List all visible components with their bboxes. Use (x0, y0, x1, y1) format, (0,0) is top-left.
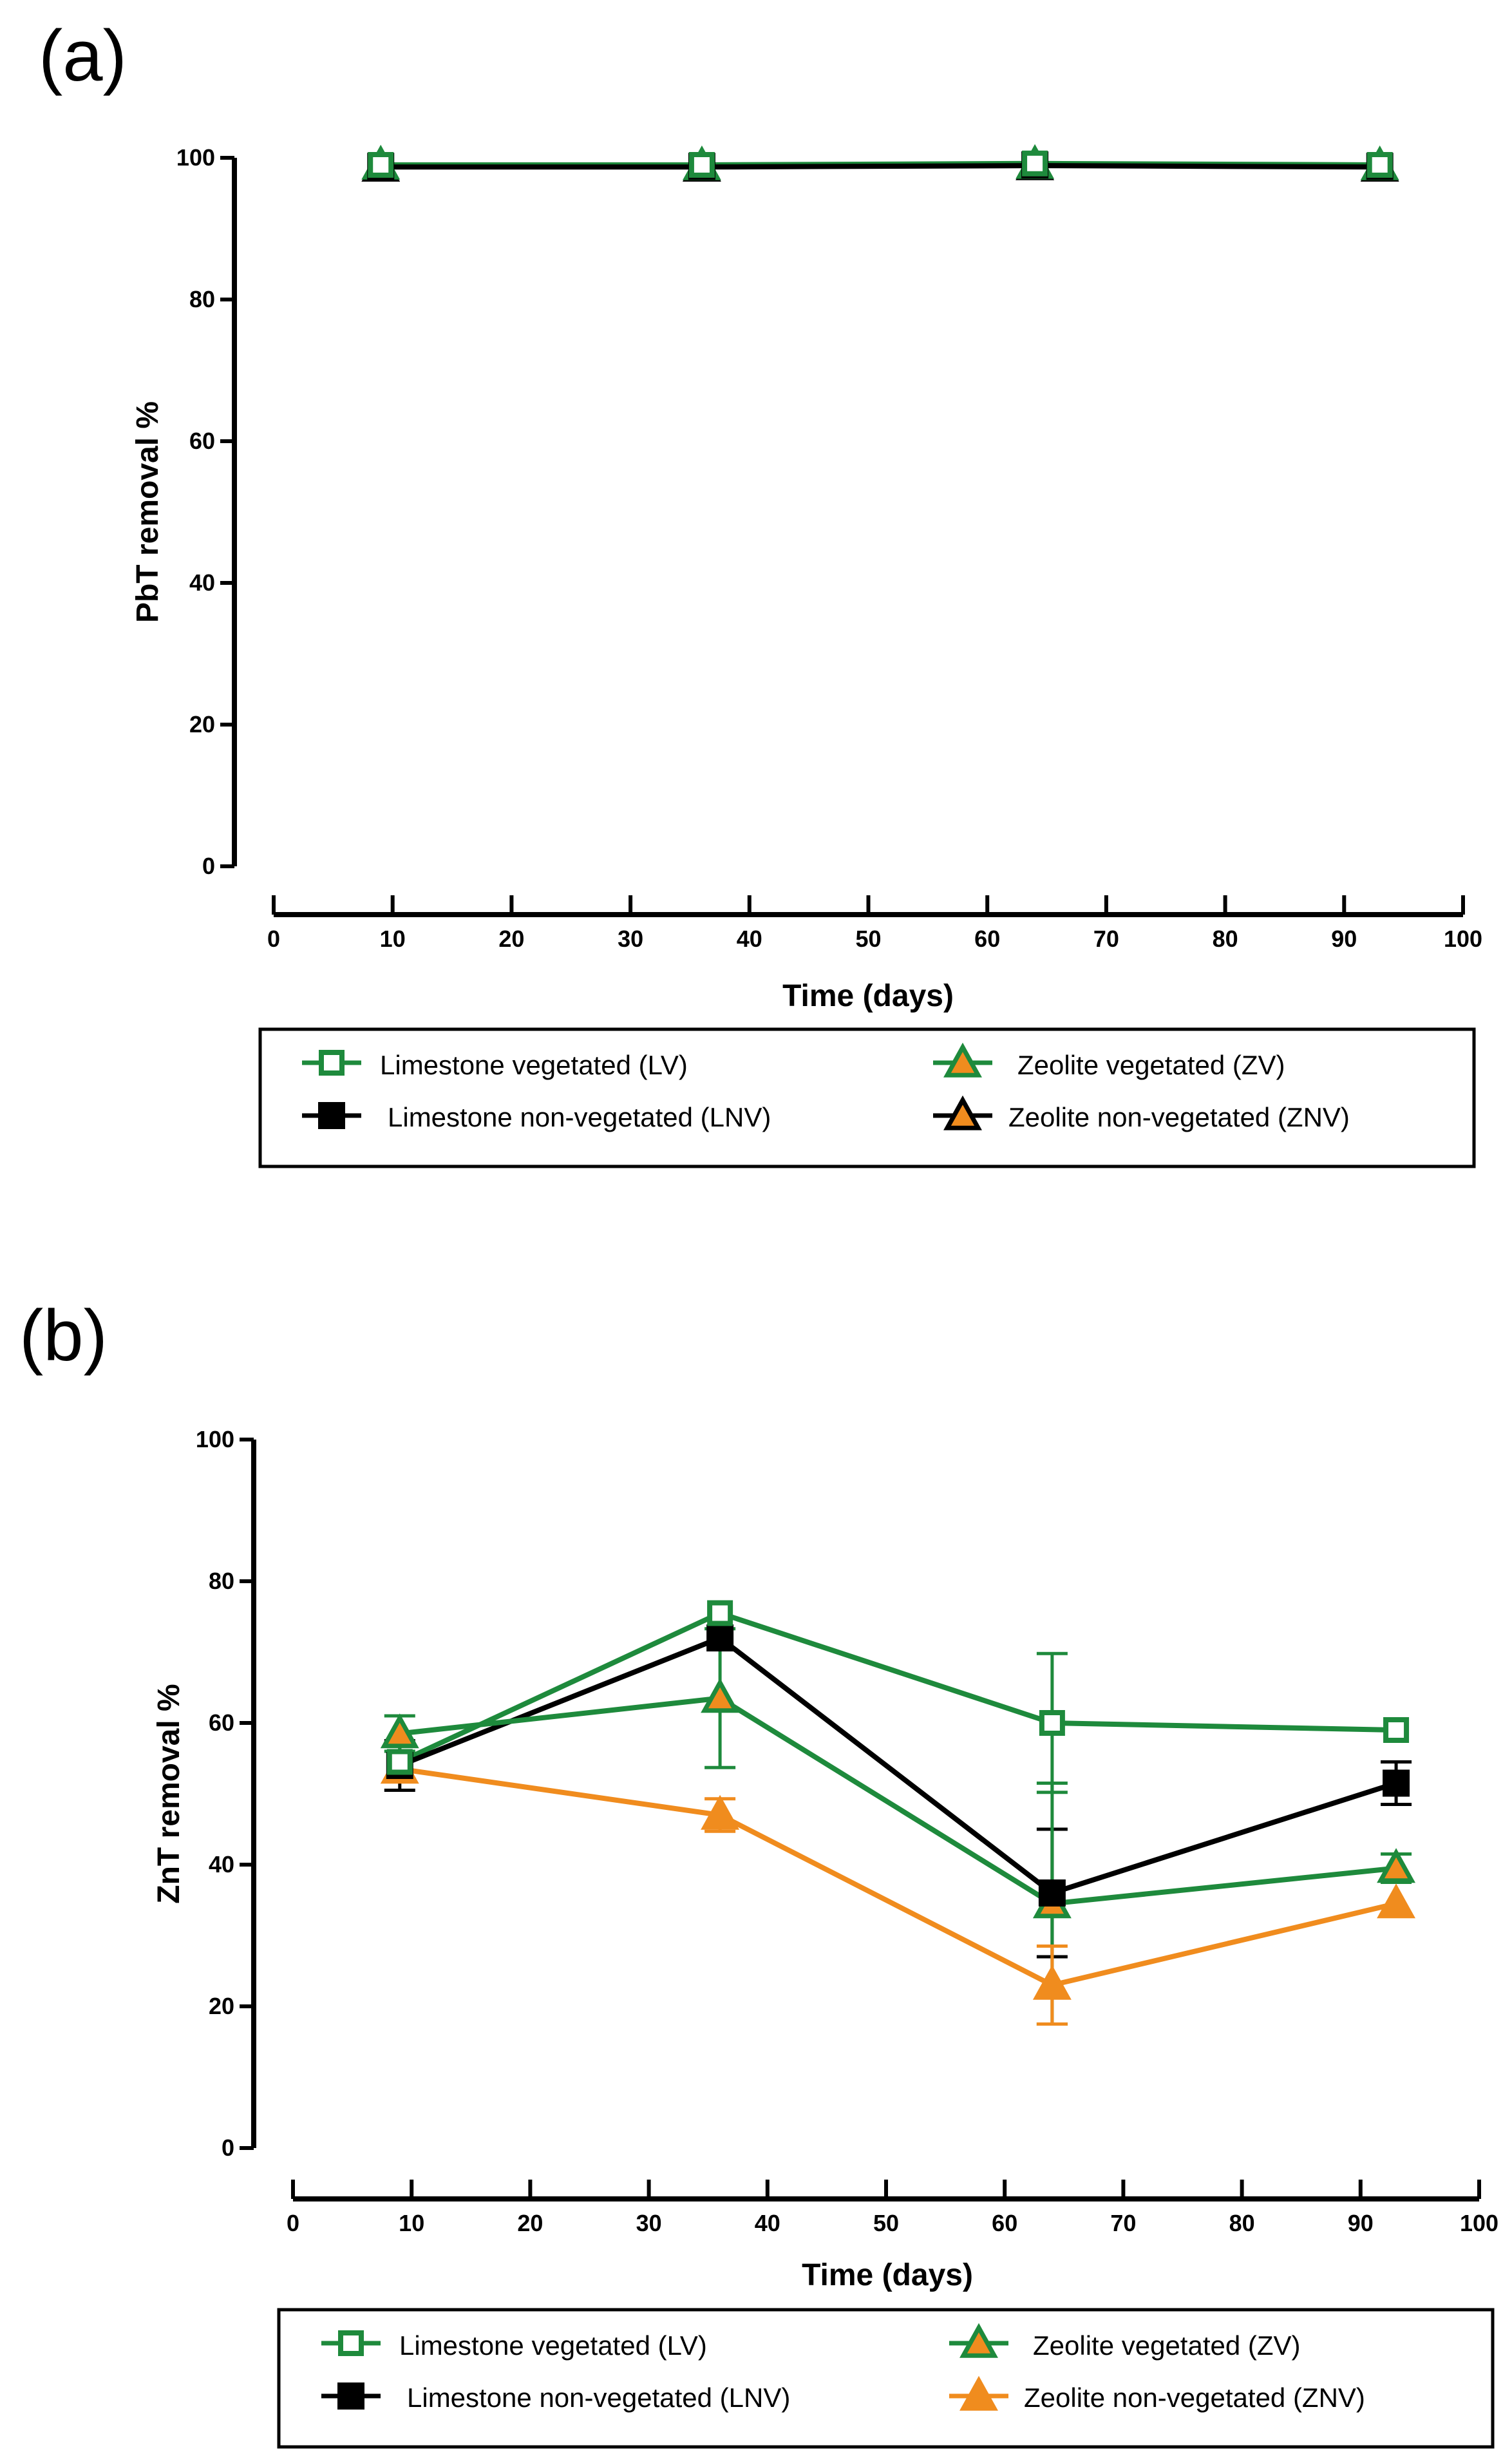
panel-label-b: (b) (19, 1295, 108, 1376)
chart-b-y-axis-title: ZnT removal % (152, 1684, 186, 1903)
chart-a-point-lv-2 (1022, 150, 1048, 176)
chart-b-point-znv-3 (1377, 1883, 1416, 1919)
chart-b-point-znv-2 (1032, 1964, 1072, 2000)
chart-b-x-tick-label-10: 10 (399, 2210, 424, 2236)
chart-b-point-lv-1 (707, 1600, 733, 1626)
chart-a-x-axis-title: Time (days) (782, 979, 954, 1013)
chart-a-legend: Limestone vegetated (LV) Limestone non-v… (258, 1027, 1476, 1168)
chart-a-legend-label-zv: Zeolite vegetated (ZV) (1017, 1050, 1285, 1080)
chart-a-x-tick-label-50: 50 (855, 926, 881, 952)
chart-a-y-tick-label-40: 40 (189, 569, 215, 596)
chart-a-legend-marker-znv (943, 1095, 982, 1130)
chart-a-x-tick-label-20: 20 (498, 926, 524, 952)
chart-b-x-axis-title: Time (days) (802, 2258, 973, 2292)
chart-a-legend-label-lnv: Limestone non-vegetated (LNV) (388, 1102, 771, 1132)
chart-a-y-axis-title: PbT removal % (131, 401, 165, 623)
chart-a-point-lv-3 (1366, 152, 1393, 178)
chart-b-x-tick-label-0: 0 (287, 2210, 299, 2236)
chart-b-y-ticks: 0 20 40 60 80 100 (196, 1426, 254, 2161)
chart-b-x-tick-label-60: 60 (992, 2210, 1017, 2236)
chart-b-y-tick-label-20: 20 (209, 1993, 234, 2019)
chart-a-x-tick-label-80: 80 (1213, 926, 1238, 952)
chart-a-point-lv-1 (688, 152, 715, 178)
chart-b-x-tick-label-50: 50 (873, 2210, 899, 2236)
chart-b-x-tick-label-90: 90 (1348, 2210, 1374, 2236)
chart-b-point-lnv-3 (1383, 1769, 1410, 1797)
chart-b-legend-marker-znv (959, 2375, 998, 2411)
chart-b-x-tick-label-80: 80 (1229, 2210, 1255, 2236)
chart-b-y-tick-label-0: 0 (222, 2135, 234, 2161)
chart-a-x-tick-label-100: 100 (1444, 926, 1482, 952)
chart-b-series-line-lv (399, 1610, 1397, 1765)
chart-a-y-tick-label-60: 60 (189, 428, 215, 454)
chart-a-series-line-znv (381, 163, 1380, 170)
chart-b-series-line-zv (399, 1695, 1397, 1907)
chart-a-y-tick-label-80: 80 (189, 286, 215, 312)
chart-a-legend-marker-zv (943, 1042, 982, 1078)
chart-b-legend-label-lnv: Limestone non-vegetated (LNV) (407, 2382, 790, 2413)
chart-a-legend-label-lv: Limestone vegetated (LV) (380, 1050, 688, 1080)
chart-b-legend-label-zv: Zeolite vegetated (ZV) (1033, 2330, 1301, 2361)
chart-a-legend-marker-lnv (318, 1102, 345, 1129)
chart-a-plot (361, 144, 1399, 182)
chart-a-x-tick-label-90: 90 (1331, 926, 1357, 952)
chart-b-point-lnv-1 (706, 1624, 734, 1651)
chart-b-plot (380, 1600, 1416, 2026)
chart-a-x-tick-label-60: 60 (974, 926, 1000, 952)
chart-b-series-line-znv (399, 1766, 1397, 1988)
chart-b-legend-label-lv: Limestone vegetated (LV) (399, 2330, 707, 2361)
chart-b-legend-marker-zv (959, 2323, 998, 2358)
chart-b-series-line-lnv (399, 1635, 1397, 1896)
chart-b-point-lv-3 (1383, 1717, 1410, 1743)
chart-b-legend-marker-lv (338, 2330, 364, 2356)
chart-b-legend-swatches (321, 2323, 1008, 2411)
chart-b-y-axis: 0 20 40 60 80 100 (196, 1426, 256, 2161)
chart-b-x-tick-label-20: 20 (517, 2210, 543, 2236)
chart-a-legend-frame (258, 1027, 1476, 1168)
chart-a-legend-marker-lv (319, 1050, 345, 1076)
chart-a-x-tick-label-0: 0 (267, 926, 280, 952)
chart-a-x-tick-label-10: 10 (380, 926, 406, 952)
chart-b-x-ticks: 0 10 20 30 40 50 60 70 80 90 100 (287, 2180, 1498, 2236)
chart-b-y-tick-label-60: 60 (209, 1709, 234, 1736)
chart-a-y-axis: 0 20 40 60 80 100 (176, 144, 237, 879)
chart-b-x-tick-label-30: 30 (636, 2210, 662, 2236)
chart-a-legend-swatches (302, 1042, 992, 1130)
panel-label-a: (a) (39, 15, 127, 96)
chart-a-y-tick-label-100: 100 (176, 144, 215, 171)
chart-a-x-axis: 0 10 20 30 40 50 60 70 80 90 100 (267, 895, 1482, 952)
chart-a-x-tick-label-70: 70 (1093, 926, 1119, 952)
chart-b-legend-frame (277, 2308, 1495, 2449)
chart-b-point-zv-0 (380, 1713, 419, 1749)
chart-b-x-tick-label-100: 100 (1460, 2210, 1498, 2236)
chart-b-point-lnv-2 (1038, 1879, 1066, 1907)
chart-a-y-tick-label-0: 0 (202, 853, 215, 879)
chart-a-y-ticks: 0 20 40 60 80 100 (176, 144, 234, 879)
chart-b-point-zv-3 (1377, 1848, 1416, 1883)
chart-b-legend: Limestone vegetated (LV) Limestone non-v… (277, 2308, 1495, 2449)
chart-a-x-ticks: 0 10 20 30 40 50 60 70 80 90 100 (267, 895, 1482, 952)
chart-a-x-tick-label-40: 40 (737, 926, 762, 952)
chart-b-legend-label-znv: Zeolite non-vegetated (ZNV) (1024, 2382, 1365, 2413)
chart-a-point-lv-0 (368, 152, 394, 178)
chart-b-point-lv-2 (1039, 1710, 1065, 1736)
chart-b-point-znv-1 (701, 1794, 740, 1830)
chart-b-y-tick-label-100: 100 (196, 1426, 234, 1452)
chart-a-x-tick-label-30: 30 (618, 926, 643, 952)
chart-b-point-lv-0 (386, 1749, 413, 1775)
chart-b-x-axis: 0 10 20 30 40 50 60 70 80 90 100 (287, 2180, 1498, 2236)
chart-b-y-tick-label-80: 80 (209, 1568, 234, 1594)
chart-a-legend-label-znv: Zeolite non-vegetated (ZNV) (1008, 1102, 1350, 1132)
chart-b-x-tick-label-40: 40 (755, 2210, 780, 2236)
chart-b-legend-marker-lnv (337, 2382, 364, 2410)
chart-b-y-tick-label-40: 40 (209, 1851, 234, 1878)
chart-a-y-tick-label-20: 20 (189, 711, 215, 737)
chart-b-x-tick-label-70: 70 (1110, 2210, 1136, 2236)
chart-b-point-zv-1 (701, 1678, 740, 1713)
